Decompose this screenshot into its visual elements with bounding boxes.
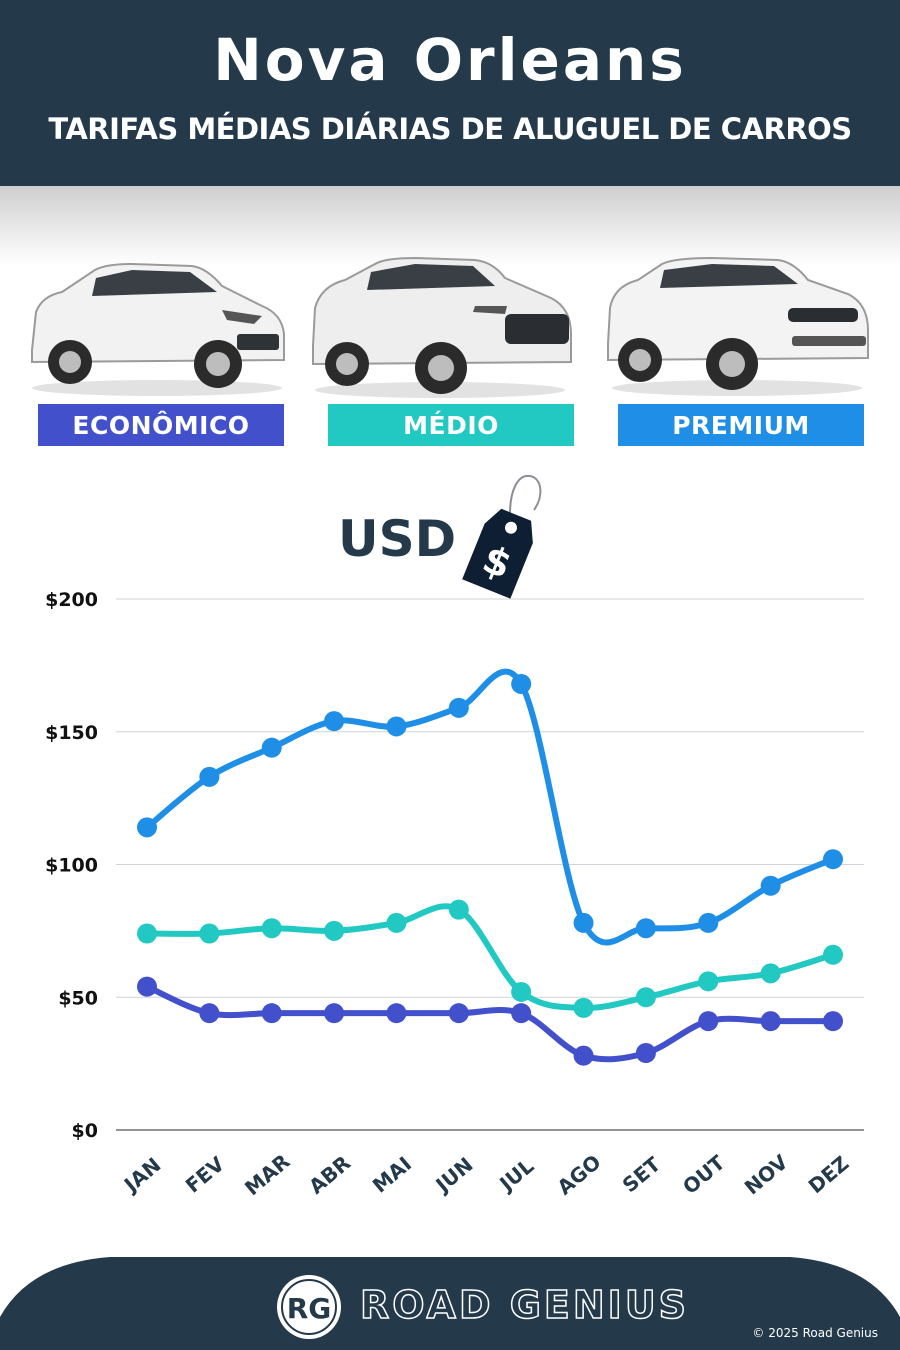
brand-name: ROAD GENIUS (359, 1282, 690, 1328)
copyright-notice: © 2025 Road Genius (752, 1326, 878, 1340)
data-point (199, 1003, 220, 1024)
series-line-2 (144, 903, 836, 1011)
y-tick-label: $0 (72, 1120, 98, 1142)
data-point (635, 918, 656, 939)
x-tick-label: JUL (493, 1154, 538, 1197)
data-point (137, 976, 157, 997)
currency-label: USD (338, 510, 457, 568)
x-tick-label: OUT (678, 1150, 730, 1199)
price-tag-icon: $ (462, 474, 542, 599)
data-point (698, 912, 719, 933)
y-tick-label: $200 (45, 589, 98, 611)
data-point (324, 920, 345, 941)
data-point (137, 923, 157, 944)
data-point (760, 963, 781, 984)
data-point (698, 1011, 719, 1032)
data-point (823, 944, 843, 965)
premium-suv-image (602, 250, 872, 400)
data-point (511, 981, 532, 1002)
data-point (448, 1003, 469, 1024)
x-tick-label: MAR (240, 1149, 294, 1200)
data-point (386, 716, 407, 737)
data-point (324, 1003, 345, 1024)
data-point (760, 1011, 781, 1032)
grid-lines (116, 598, 864, 1131)
y-tick-label: $50 (58, 987, 98, 1009)
data-point (573, 1045, 594, 1066)
series-lines (137, 668, 843, 1066)
x-tick-label: JUN (430, 1152, 478, 1198)
data-point (386, 1003, 407, 1024)
series-line-3 (144, 668, 836, 946)
x-tick-label: MAI (368, 1152, 416, 1198)
x-tick-label: SET (618, 1152, 666, 1197)
rental-rate-chart: $0 $50 $100 $150 $200 JAN FEV MAR ABR MAI JUN JUL A… (45, 589, 864, 1200)
data-point (635, 987, 656, 1008)
data-point (823, 1011, 843, 1032)
data-point (448, 697, 469, 718)
x-axis-labels: JAN FEV MAR ABR MAI JUN JUL AGO SET OUT NOV DEZ (118, 1149, 853, 1200)
data-point (573, 912, 594, 933)
data-point (635, 1043, 656, 1064)
logo-monogram: RG (287, 1292, 332, 1325)
data-point (573, 997, 594, 1018)
page-subtitle: TARIFAS MÉDIAS DIÁRIAS DE ALUGUEL DE CAR… (48, 112, 852, 146)
data-point (261, 1003, 282, 1024)
x-tick-label: JAN (118, 1153, 165, 1198)
road-genius-logo: RG (277, 1275, 341, 1339)
y-tick-label: $100 (45, 855, 98, 877)
x-tick-label: ABR (304, 1151, 355, 1199)
data-point (386, 912, 407, 933)
data-point (823, 849, 843, 870)
data-point (760, 875, 781, 896)
x-tick-label: NOV (740, 1149, 793, 1199)
y-axis-labels: $0 $50 $100 $150 $200 (45, 589, 98, 1142)
midsize-suv-image (305, 250, 575, 400)
data-point (261, 918, 282, 939)
y-tick-label: $150 (45, 722, 98, 744)
x-tick-label: FEV (181, 1151, 230, 1197)
x-tick-label: DEZ (804, 1151, 854, 1198)
data-point (448, 899, 469, 920)
data-point (261, 737, 282, 758)
data-point (324, 711, 345, 732)
x-tick-label: AGO (553, 1150, 606, 1200)
footer (0, 1255, 900, 1350)
data-point (511, 1003, 532, 1024)
category-badge-midsize: MÉDIO (328, 404, 574, 446)
header-shadow (0, 186, 900, 266)
page-title: Nova Orleans (213, 26, 687, 94)
header: Nova Orleans TARIFAS MÉDIAS DIÁRIAS DE A… (0, 0, 900, 186)
data-point (137, 817, 157, 838)
data-point (511, 673, 532, 694)
data-point (199, 923, 220, 944)
data-point (199, 766, 220, 787)
data-point (698, 971, 719, 992)
category-badge-premium: PREMIUM (618, 404, 864, 446)
category-badge-economy: ECONÔMICO (38, 404, 284, 446)
economy-car-image (22, 250, 292, 400)
